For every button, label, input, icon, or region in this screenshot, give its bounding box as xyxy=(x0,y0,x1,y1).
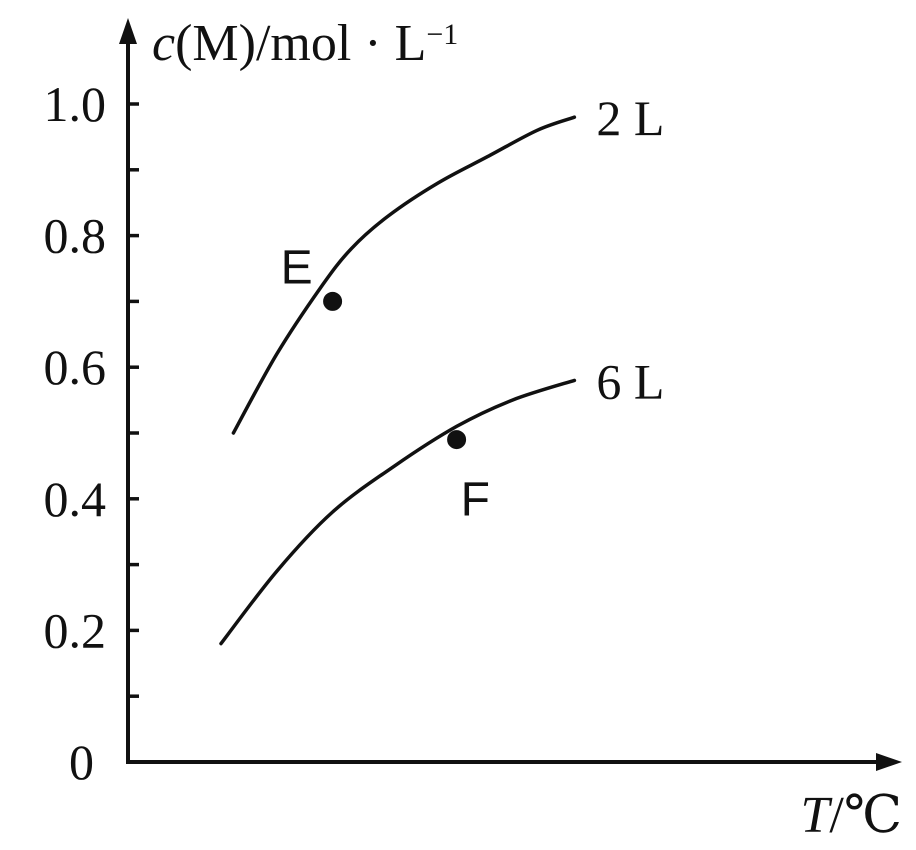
y-tick-label: 0.2 xyxy=(44,602,107,658)
x-axis-title: T/℃ xyxy=(800,787,902,844)
point-marker-E xyxy=(323,291,343,311)
point-label-F: F xyxy=(461,474,490,527)
y-tick-label: 0.8 xyxy=(44,208,107,264)
y-tick-label: 1.0 xyxy=(44,76,107,132)
y-ticks xyxy=(128,102,139,698)
y-tick-label: 0 xyxy=(69,734,94,790)
series-label-2: 6 L xyxy=(596,353,664,409)
point-label-E: E xyxy=(281,241,313,294)
series-layer: 2 L 6 L xyxy=(219,90,664,646)
x-axis-arrow xyxy=(876,753,902,771)
series-line-1 xyxy=(231,115,577,435)
series-label-1: 2 L xyxy=(596,90,664,146)
y-tick-label: 0.4 xyxy=(44,471,107,527)
y-tick-labels: 0 0.2 0.4 0.6 0.8 1.0 xyxy=(44,76,107,790)
series-line-2 xyxy=(219,378,577,646)
points-layer: EF xyxy=(281,241,490,526)
y-tick-label: 0.6 xyxy=(44,339,107,395)
point-marker-F xyxy=(447,430,467,450)
y-axis-arrow xyxy=(119,18,137,44)
y-axis-title: c(M)/mol · L−1 xyxy=(152,15,458,72)
